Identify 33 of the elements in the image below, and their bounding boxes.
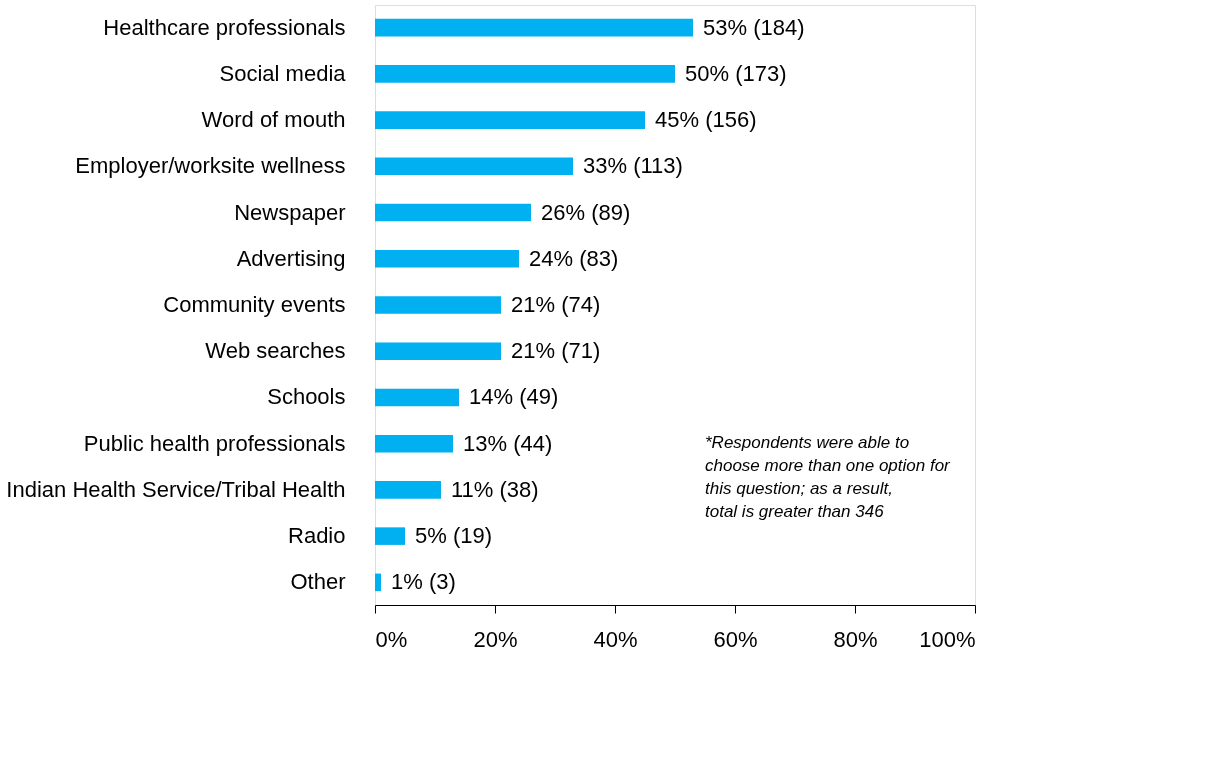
data-label: 24% (83) — [529, 245, 619, 271]
y-tick-label: Community events — [163, 292, 346, 317]
y-tick-label: Web searches — [205, 338, 346, 364]
data-label: 33% (113) — [583, 153, 683, 179]
annotation: *Respondents were able to choose more than one option for this question; as a result, total is greater than 346 — [705, 433, 952, 521]
data-label: 13% (44) — [463, 430, 553, 456]
x-tick-label: 80% — [833, 626, 878, 652]
y-tick-label: Social media — [219, 60, 347, 86]
data-label: 11% (38) — [451, 476, 539, 502]
y-tick-label: Radio — [288, 523, 346, 549]
x-tick-label: 40% — [593, 626, 638, 652]
data-label: 26% (89) — [541, 199, 631, 225]
x-tick-label: 20% — [473, 626, 518, 652]
y-tick-label: Employer/worksite wellness — [75, 153, 346, 179]
x-tick-label: 100% — [919, 626, 976, 652]
data-label: 21% (74) — [511, 292, 601, 317]
y-tick-label: Advertising — [236, 245, 346, 271]
data-label: 1% (3) — [391, 569, 456, 595]
y-tick-label: Newspaper — [234, 199, 346, 225]
y-tick-label: Indian Health Service/Tribal Health — [6, 476, 346, 502]
y-tick-label: Public health professionals — [83, 430, 346, 456]
data-label: 5% (19) — [415, 523, 493, 549]
y-tick-label: Healthcare professionals — [103, 14, 346, 40]
data-label: 45% (156) — [655, 107, 757, 133]
y-tick-label: Word of mouth — [201, 107, 346, 133]
x-tick-label: 0% — [375, 626, 408, 652]
data-label: 14% (49) — [469, 384, 559, 410]
x-tick-label: 60% — [713, 626, 758, 652]
data-label: 21% (71) — [511, 338, 601, 364]
data-label: 50% (173) — [685, 60, 787, 86]
y-tick-label: Other — [290, 569, 346, 595]
data-label: 53% (184) — [703, 14, 805, 40]
y-tick-label: Schools — [267, 384, 346, 410]
